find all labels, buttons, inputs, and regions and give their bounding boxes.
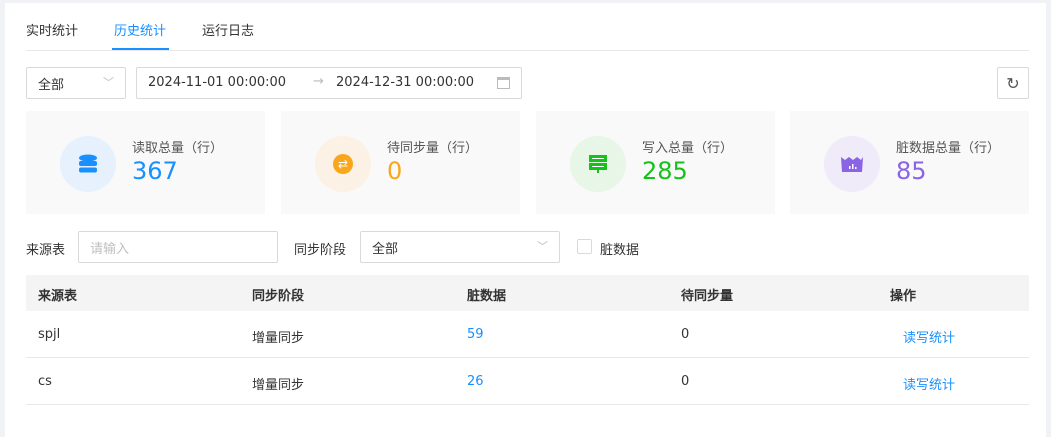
chevron-down-icon: ﹀	[103, 76, 114, 89]
table-header: 来源表 同步阶段 脏数据 待同步量 操作	[26, 275, 1029, 311]
refresh-button[interactable]: ↻	[997, 67, 1029, 99]
cell-dirty-link[interactable]: 59	[467, 327, 484, 342]
table-row: cs 增量同步 26 0 读写统计	[26, 358, 1029, 405]
cell-stage: 增量同步	[252, 331, 305, 346]
card-label: 读取总量（行）	[132, 141, 224, 156]
dirty-basin-icon	[824, 136, 880, 192]
active-tab-indicator	[112, 48, 169, 50]
read-write-stats-link[interactable]: 读写统计	[903, 331, 956, 346]
card-label: 写入总量（行）	[642, 141, 734, 156]
source-input[interactable]: 请输入	[78, 231, 278, 263]
card-pending-total: ⇄ 待同步量（行） 0	[281, 111, 520, 214]
dirty-checkbox[interactable]	[577, 239, 592, 254]
tab-divider	[26, 50, 1029, 51]
card-value: 285	[642, 157, 688, 185]
column-header: 操作	[890, 289, 917, 304]
card-value: 85	[896, 157, 927, 185]
stage-select[interactable]: 全部 ﹀	[360, 231, 560, 263]
column-header: 同步阶段	[252, 289, 305, 304]
read-write-stats-link[interactable]: 读写统计	[903, 378, 956, 393]
cell-source: spjl	[38, 327, 61, 342]
cell-dirty-link[interactable]: 26	[467, 374, 484, 389]
cell-pending: 0	[681, 374, 690, 389]
date-range-picker[interactable]: 2024-11-01 00:00:00 → 2024-12-31 00:00:0…	[136, 67, 522, 99]
calendar-icon	[497, 77, 510, 89]
stage-label: 同步阶段	[294, 243, 347, 258]
card-value: 367	[132, 157, 178, 185]
source-input-placeholder: 请输入	[90, 241, 130, 257]
exchange-icon: ⇄	[315, 136, 371, 192]
card-read-total: 读取总量（行） 367	[26, 111, 265, 214]
card-value: 0	[387, 157, 403, 185]
chevron-down-icon: ﹀	[537, 240, 548, 253]
column-header: 来源表	[38, 289, 78, 304]
database-icon	[60, 136, 116, 192]
date-end[interactable]: 2024-12-31 00:00:00	[336, 75, 475, 90]
server-icon	[570, 136, 626, 192]
tab-realtime[interactable]: 实时统计	[26, 24, 79, 39]
cell-source: cs	[38, 374, 52, 389]
arrow-right-icon: →	[313, 74, 324, 89]
scope-select-value: 全部	[38, 77, 65, 93]
card-dirty-total: 脏数据总量（行） 85	[790, 111, 1029, 214]
column-header: 待同步量	[681, 289, 734, 304]
date-start[interactable]: 2024-11-01 00:00:00	[148, 75, 287, 90]
dirty-checkbox-label[interactable]: 脏数据	[600, 243, 640, 258]
tab-logs[interactable]: 运行日志	[202, 24, 255, 39]
scope-select[interactable]: 全部 ﹀	[26, 67, 126, 99]
card-write-total: 写入总量（行） 285	[536, 111, 775, 214]
column-header: 脏数据	[467, 289, 507, 304]
cell-pending: 0	[681, 327, 690, 342]
table-row: spjl 增量同步 59 0 读写统计	[26, 311, 1029, 358]
card-label: 脏数据总量（行）	[896, 141, 1001, 156]
cell-stage: 增量同步	[252, 378, 305, 393]
refresh-icon: ↻	[1006, 73, 1020, 93]
tab-history[interactable]: 历史统计	[114, 24, 167, 39]
card-label: 待同步量（行）	[387, 141, 479, 156]
history-panel: 实时统计 历史统计 运行日志 全部 ﹀ 2024-11-01 00:00:00 …	[5, 3, 1046, 437]
source-label: 来源表	[26, 243, 66, 258]
stage-select-value: 全部	[372, 241, 399, 257]
